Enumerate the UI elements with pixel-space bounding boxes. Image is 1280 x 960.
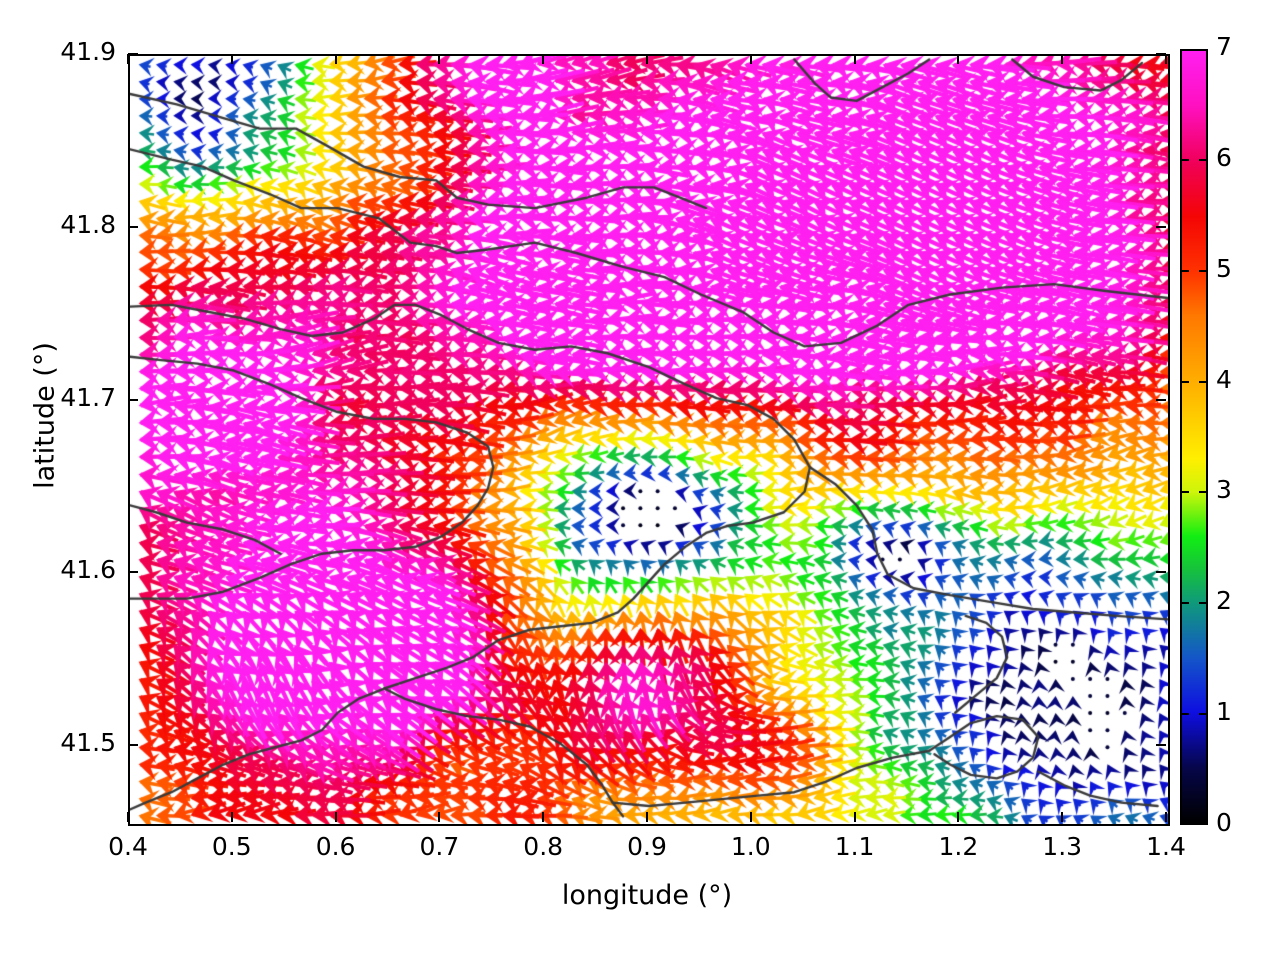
colorbar-tick-3 [1180,491,1189,494]
colorbar-tick-6 [1199,158,1208,161]
x-tick-label: 0.5 [211,832,252,861]
x-tick-label: 1.3 [1042,832,1083,861]
x-tick-label: 1.0 [730,832,771,861]
colorbar-tick-label: 1 [1216,697,1232,727]
x-tick-1.0 [749,812,752,822]
x-tick-0.7 [438,812,441,822]
y-tick-41.8 [1156,225,1166,228]
x-tick-0.5 [230,54,233,64]
colorbar-tick-3 [1199,491,1208,494]
y-axis-title: latitude (°) [29,342,61,489]
x-axis-title: longitude (°) [561,880,733,911]
terrain-contour-overlay [130,56,1168,824]
x-tick-label: 0.8 [523,832,564,861]
x-tick-label: 1.2 [938,832,979,861]
x-tick-1.1 [853,54,856,64]
x-tick-0.5 [230,812,233,822]
colorbar-tick-5 [1180,269,1189,272]
y-tick-41.9 [128,53,138,55]
x-tick-label: 1.4 [1146,832,1186,861]
colorbar-tick-label: 2 [1216,586,1232,616]
colorbar-tick-4 [1180,380,1189,383]
x-tick-label: 0.7 [419,832,460,861]
x-tick-0.8 [542,812,545,822]
x-tick-label: 0.9 [627,832,667,861]
x-tick-1.4 [1165,812,1167,822]
x-tick-0.6 [334,812,337,822]
x-tick-0.8 [542,54,545,64]
colorbar-tick-label: 3 [1216,475,1232,505]
x-tick-1.4 [1165,54,1167,64]
y-tick-41.5 [128,744,138,747]
y-tick-41.7 [1156,398,1166,401]
x-tick-0.4 [127,54,129,64]
colorbar-tick-label: 4 [1216,364,1232,394]
colorbar-tick-6 [1180,158,1189,161]
x-tick-0.4 [127,812,129,822]
colorbar-tick-2 [1180,602,1189,605]
colorbar-gradient [1182,51,1206,823]
colorbar-tick-label: 5 [1216,253,1232,283]
y-tick-label: 41.9 [60,37,116,66]
plot-area [128,54,1170,826]
x-tick-0.7 [438,54,441,64]
x-tick-1.1 [853,812,856,822]
y-tick-41.6 [1156,571,1166,574]
y-tick-41.7 [128,398,138,401]
x-tick-label: 0.4 [108,832,148,861]
colorbar-tick-5 [1199,269,1208,272]
y-tick-41.6 [128,571,138,574]
x-tick-1.3 [1061,812,1064,822]
y-tick-41.9 [1156,53,1166,55]
x-tick-1.3 [1061,54,1064,64]
colorbar-tick-4 [1199,380,1208,383]
colorbar-tick-1 [1180,713,1189,716]
x-tick-0.6 [334,54,337,64]
y-tick-label: 41.6 [60,555,116,585]
y-tick-41.8 [128,225,138,228]
colorbar-tick-label: 0 [1216,808,1232,837]
colorbar [1180,49,1208,825]
x-tick-label: 0.6 [315,832,356,861]
colorbar-tick-1 [1199,713,1208,716]
x-tick-1.2 [957,54,960,64]
y-tick-41.5 [1156,744,1166,747]
x-tick-label: 1.1 [834,832,875,861]
y-tick-label: 41.5 [60,728,116,758]
colorbar-tick-label: 7 [1216,32,1232,61]
x-tick-0.9 [646,54,648,64]
y-tick-label: 41.7 [60,382,116,412]
y-tick-label: 41.8 [60,209,116,239]
x-tick-1.2 [957,812,960,822]
x-tick-1.0 [749,54,752,64]
colorbar-tick-2 [1199,602,1208,605]
colorbar-tick-label: 6 [1216,142,1232,172]
x-tick-0.9 [646,812,648,822]
